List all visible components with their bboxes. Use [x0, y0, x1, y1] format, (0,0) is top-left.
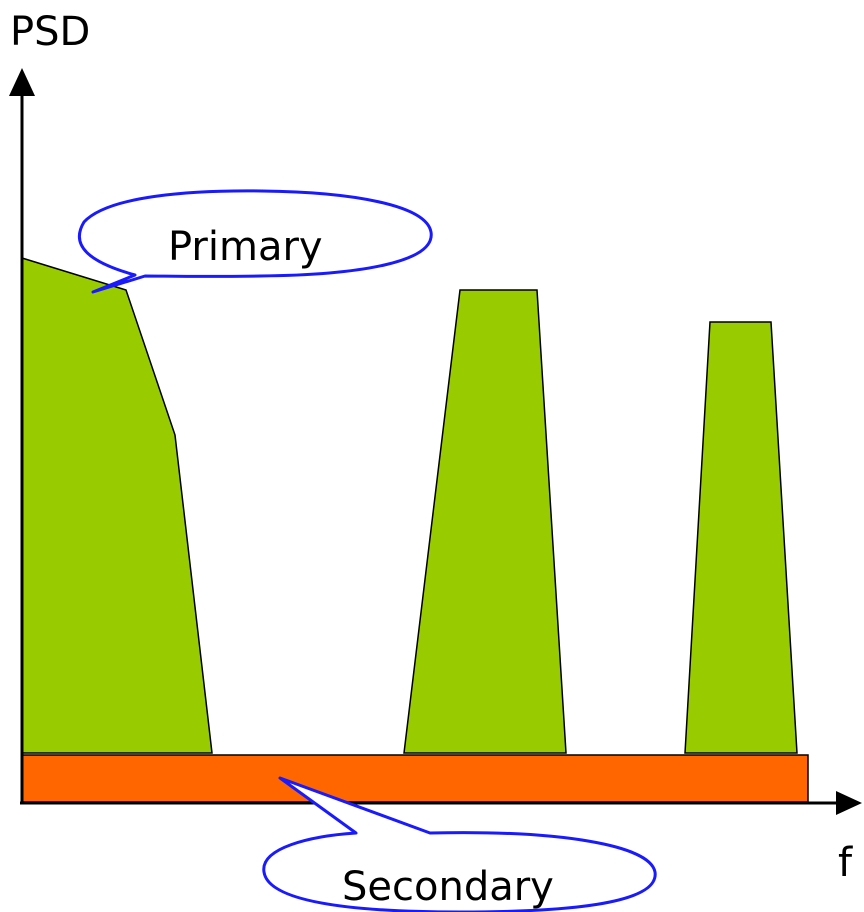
y-axis-label: PSD [10, 9, 90, 55]
secondary-band [21, 754, 809, 803]
secondary-callout-label: Secondary [342, 864, 554, 910]
primary-bands [21, 256, 798, 754]
y-axis-arrow [9, 68, 35, 96]
primary-callout: Primary [78, 189, 433, 294]
x-axis-arrow [836, 791, 862, 815]
primary-band-1 [21, 256, 213, 754]
primary-callout-bubble [78, 189, 433, 294]
x-axis-label: f [838, 840, 853, 886]
primary-callout-label: Primary [168, 224, 323, 270]
axes [9, 68, 862, 815]
primary-band-3 [684, 321, 798, 754]
primary-band-2 [403, 289, 567, 754]
